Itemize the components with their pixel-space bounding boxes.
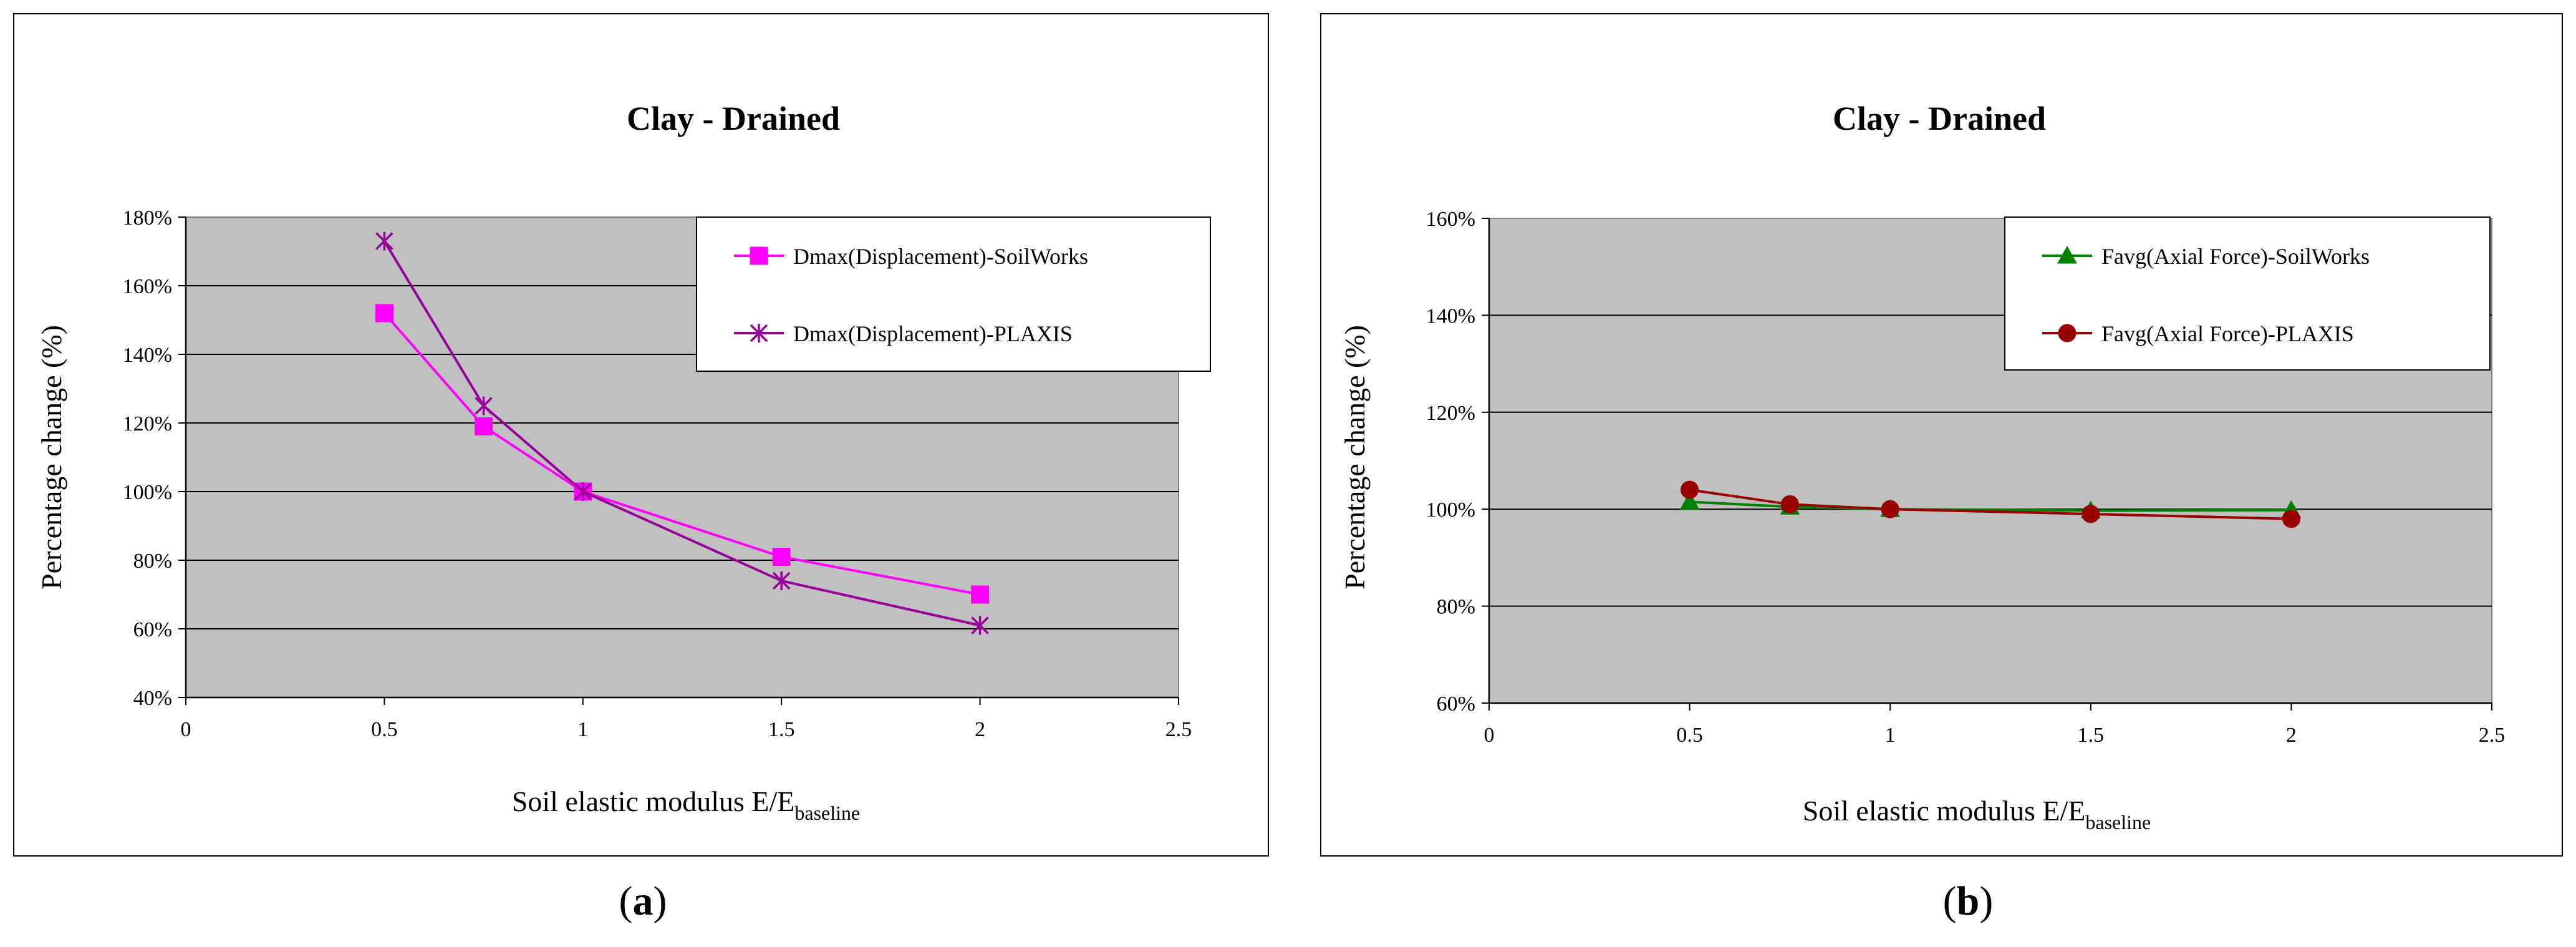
legend-marker [2057,245,2077,264]
x-tick-label: 2.5 [1165,718,1192,741]
data-point [375,231,393,251]
legend-entry-2: Dmax(Displacement)-PLAXIS [734,321,1073,346]
panel-label-letter: b [1957,878,1980,924]
legend-label: Favg(Axial Force)-PLAXIS [2101,321,2354,346]
data-point [1679,492,1700,510]
x-tick-label: 1 [577,718,588,741]
y-tick-label: 140% [1426,304,1475,328]
y-axis-label: Percentage change (%) [1339,325,1371,590]
chart-panel-b: 60% 80% 100% 120% 140% 160% 0 0.5 1 1.5 2 2.5 Clay -… [1320,13,2563,924]
y-tick-label: 100% [1426,498,1475,522]
panel-label-close: ) [654,878,667,924]
data-point [1681,480,1699,499]
x-tick-label: 2 [2286,724,2297,747]
legend-label: Dmax(Displacement)-PLAXIS [793,321,1073,346]
y-tick-label: 100% [123,481,172,504]
data-point [475,396,493,415]
x-axis-label: Soil elastic modulus E/Ebaseline [512,785,860,824]
x-tick-label: 0 [181,718,191,741]
panel-label-open: ( [1943,878,1957,924]
legend-entry-2: Favg(Axial Force)-PLAXIS [2042,321,2354,346]
x-tick-label: 2 [975,718,985,741]
legend-marker [750,246,768,265]
x-axis-label-main: Soil elastic modulus E/E [1803,795,2086,827]
legend [696,216,1211,372]
data-point [2282,510,2300,528]
data-point [971,585,990,604]
y-tick-label: 80% [1437,596,1475,619]
data-point [1780,495,1799,513]
data-point [1881,500,1899,518]
y-tick-label: 140% [123,344,172,367]
x-axis-label: Soil elastic modulus E/Ebaseline [1803,795,2151,833]
panel-label-open: ( [619,878,633,924]
data-point [375,304,393,323]
x-tick-label: 1.5 [768,718,795,741]
series-2 [1681,480,2300,528]
y-tick-label: 40% [133,687,172,710]
panel-label: (b) [1943,878,1994,924]
data-point [772,571,791,590]
x-tick-label: 1 [1885,724,1896,747]
series-2 [375,231,989,635]
y-tick-label: 160% [1426,208,1475,231]
data-point [475,417,493,435]
legend-label: Dmax(Displacement)-SoilWorks [793,244,1088,269]
data-point [971,616,989,635]
x-tick-label: 0.5 [1676,724,1703,747]
y-tick-label: 60% [133,618,172,641]
legend-marker [2058,324,2077,342]
legend-entry-1: Favg(Axial Force)-SoilWorks [2042,244,2370,269]
panel-label-letter: a [633,878,654,924]
legend [2004,216,2491,371]
x-axis-label-subscript: baseline [794,802,860,824]
legend-entry-1: Dmax(Displacement)-SoilWorks [734,244,1088,269]
legend-label: Favg(Axial Force)-SoilWorks [2101,244,2370,269]
x-tick-label: 2.5 [2479,724,2506,747]
x-tick-label: 1.5 [2078,724,2105,747]
y-tick-label: 120% [123,412,172,435]
legend-marker [750,324,768,342]
chart-panel-a: 40% 60% 80% 100% 120% 140% 160% 180% 0 0.5 1 1.5 2 2.… [13,13,1269,924]
y-tick-label: 180% [123,206,172,230]
x-axis-label-subscript: baseline [2085,811,2151,833]
chart-title: Clay - Drained [1833,100,2046,137]
x-tick-label: 0 [1484,724,1495,747]
y-tick-label: 120% [1426,402,1475,425]
y-tick-label: 60% [1437,692,1475,716]
panel-label: (a) [619,878,667,924]
panel-label-close: ) [1979,878,1993,924]
y-tick-label: 160% [123,275,172,298]
data-point [574,482,592,501]
x-axis-label-main: Soil elastic modulus E/E [512,785,795,817]
chart-title: Clay - Drained [627,100,840,137]
y-axis-label: Percentage change (%) [36,325,67,590]
x-tick-label: 0.5 [371,718,398,741]
data-point [2082,505,2100,523]
y-tick-label: 80% [133,550,172,573]
data-point [772,548,791,566]
